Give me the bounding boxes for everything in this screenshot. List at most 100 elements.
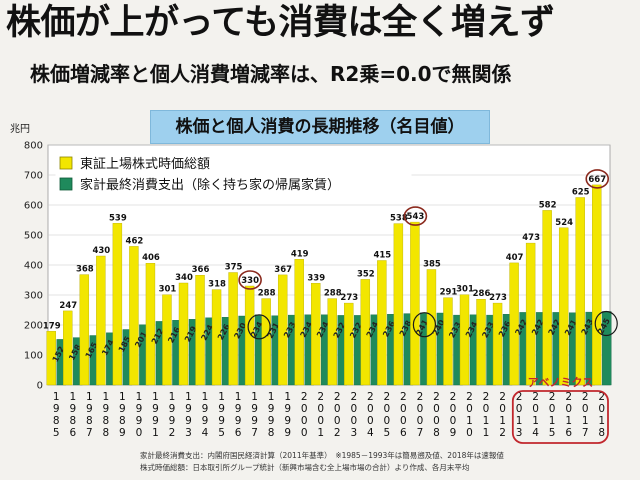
data-label-stock: 538	[390, 214, 408, 224]
x-tick-label-2007: 0	[417, 403, 424, 415]
x-tick-label-2014: 0	[532, 403, 539, 415]
data-label-stock: 667	[588, 175, 606, 185]
x-tick-label-1989: 9	[119, 403, 126, 415]
data-label-stock: 340	[175, 273, 193, 283]
x-tick-label-1998: 8	[268, 427, 275, 439]
x-tick-label-1993: 9	[185, 415, 192, 427]
x-tick-label-2014: 2	[532, 391, 539, 403]
consumption-circle-2018	[594, 310, 618, 337]
bar-stock	[178, 282, 189, 386]
y-tick-label: 600	[24, 201, 43, 212]
x-tick-label-2010: 0	[466, 427, 473, 439]
x-tick-label-2006: 0	[400, 415, 407, 427]
x-tick-label-1994: 4	[202, 427, 209, 439]
data-label-stock: 301	[159, 285, 177, 295]
x-tick-label-1991: 1	[152, 427, 159, 439]
x-tick-label-1993: 3	[185, 427, 192, 439]
data-label-stock: 273	[340, 293, 358, 303]
bar-stock	[162, 294, 172, 386]
x-tick-label-1998: 9	[268, 403, 275, 415]
x-tick-label-2011: 0	[483, 403, 490, 415]
consumption-circle-2007	[412, 312, 437, 338]
x-tick-label-1999: 9	[284, 415, 291, 427]
bar-stock	[410, 221, 420, 386]
bar-stock	[575, 197, 585, 386]
x-tick-label-1987: 7	[86, 427, 93, 439]
x-tick-label-2003: 0	[350, 403, 357, 415]
bar-stock	[327, 298, 337, 386]
x-tick-label-1996: 1	[235, 391, 242, 403]
y-tick-label: 400	[24, 261, 43, 272]
x-tick-label-1985: 9	[53, 403, 60, 415]
x-tick-label-2000: 0	[301, 403, 308, 415]
bar-stock	[211, 289, 222, 386]
data-label-stock: 368	[76, 265, 94, 275]
headline: 株価が上がっても消費は全く増えず	[6, 3, 555, 43]
legend-swatch-stock	[59, 156, 73, 170]
x-tick-label-1990: 1	[136, 391, 143, 403]
x-tick-label-2001: 1	[317, 427, 324, 439]
x-tick-label-2013: 2	[516, 391, 523, 403]
x-tick-label-2011: 1	[483, 415, 490, 427]
x-tick-label-2004: 4	[367, 427, 374, 439]
x-tick-label-2011: 1	[483, 427, 490, 439]
x-tick-label-1987: 9	[86, 403, 93, 415]
bar-stock	[112, 223, 123, 386]
x-tick-label-2010: 0	[466, 403, 473, 415]
x-tick-label-1994: 1	[202, 391, 209, 403]
legend-swatch-consumption	[59, 177, 73, 191]
x-tick-label-2009: 0	[450, 415, 457, 427]
bar-stock	[393, 223, 404, 386]
data-label-stock: 318	[208, 280, 226, 290]
data-label-stock: 415	[373, 251, 391, 261]
x-tick-label-1986: 1	[69, 391, 76, 403]
y-tick-label: 500	[24, 231, 43, 242]
y-tick-label: 700	[24, 171, 43, 182]
x-tick-label-2002: 2	[334, 391, 341, 403]
bar-stock	[311, 283, 321, 386]
x-tick-label-2016: 1	[565, 415, 572, 427]
data-label-stock: 430	[92, 246, 110, 256]
x-tick-label-1991: 9	[152, 403, 159, 415]
data-label-stock: 288	[324, 289, 342, 299]
x-tick-label-1987: 1	[86, 391, 93, 403]
x-tick-label-1997: 1	[251, 391, 258, 403]
bar-stock	[509, 262, 519, 386]
x-tick-label-2015: 2	[549, 391, 556, 403]
x-tick-label-2001: 2	[317, 391, 324, 403]
footnote-stock-source: 株式時価総額：日本取引所グループ統計（新興市場含む全上場市場の合計）より作成、各…	[140, 463, 470, 472]
bar-stock	[277, 274, 288, 386]
x-tick-label-2008: 8	[433, 427, 440, 439]
y-tick-label: 300	[24, 291, 43, 302]
data-label-stock: 179	[43, 321, 61, 331]
data-label-stock: 582	[539, 200, 557, 210]
x-tick-label-1985: 5	[53, 427, 60, 439]
y-tick-label: 800	[24, 141, 43, 152]
subheadline: 株価増減率と個人消費増減率は、R2乗=0.0で無関係	[30, 62, 512, 86]
x-tick-label-2002: 0	[334, 415, 341, 427]
x-tick-label-2012: 0	[499, 403, 506, 415]
x-tick-label-1995: 9	[218, 403, 225, 415]
x-tick-label-1995: 9	[218, 415, 225, 427]
x-tick-label-2015: 1	[549, 415, 556, 427]
x-tick-label-2013: 3	[516, 427, 523, 439]
bar-stock	[443, 297, 453, 386]
x-tick-label-2006: 2	[400, 391, 407, 403]
bar-stock	[96, 255, 106, 386]
x-tick-label-2017: 0	[582, 403, 589, 415]
consumption-circle-1997	[247, 314, 271, 340]
x-tick-label-1998: 1	[268, 391, 275, 403]
data-label-stock: 352	[357, 269, 375, 279]
footnote-consumption-source: 家計最終消費支出：内閣府国民経済計算（2011年基準） ※1985－1993年は…	[140, 451, 504, 460]
data-label-stock: 524	[555, 218, 573, 228]
legend-label-stock: 東証上場株式時価総額	[80, 156, 210, 172]
x-tick-label-2008: 0	[433, 403, 440, 415]
data-label-stock: 462	[126, 236, 144, 246]
x-tick-label-1992: 2	[169, 427, 176, 439]
bar-stock	[426, 269, 437, 386]
bar-stock	[261, 298, 271, 386]
data-label-stock: 288	[258, 289, 276, 299]
bar-stock	[63, 310, 73, 386]
bar-stock	[195, 275, 205, 386]
x-tick-label-2010: 1	[466, 415, 473, 427]
